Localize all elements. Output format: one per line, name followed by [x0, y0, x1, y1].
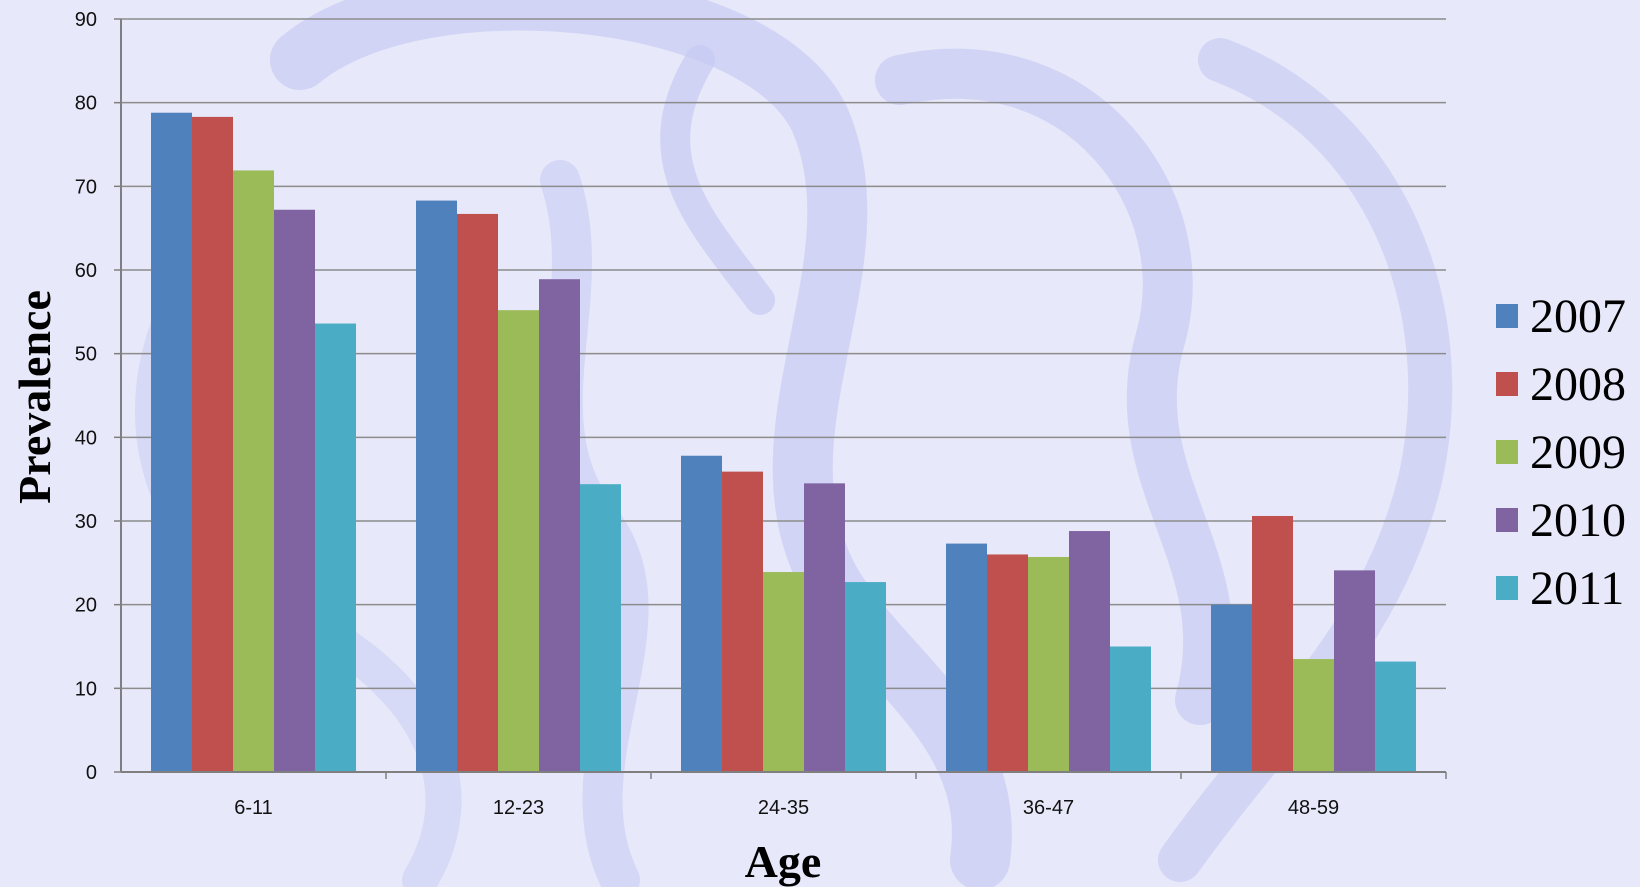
bar-2007-6-11 — [151, 112, 192, 772]
legend-label-2007: 2007 — [1530, 290, 1626, 343]
bar-2008-6-11 — [192, 116, 233, 772]
y-axis-title: Prevalence — [9, 290, 60, 504]
y-tick-label: 0 — [86, 762, 97, 784]
legend: 2007 2008 2009 2010 2011 — [1496, 290, 1626, 615]
bar-2007-48-59 — [1211, 604, 1252, 772]
bar-2011-6-11 — [315, 323, 356, 772]
x-tick-label: 48-59 — [1288, 797, 1339, 819]
bar-2010-36-47 — [1069, 531, 1110, 772]
bar-2010-24-35 — [804, 483, 845, 772]
bar-2010-48-59 — [1334, 570, 1375, 772]
y-tick-label: 30 — [75, 511, 97, 533]
y-tick-label: 40 — [75, 427, 97, 449]
x-axis-title: Age — [745, 836, 822, 887]
y-axis-ticks: 0 10 20 30 40 50 60 70 80 90 — [75, 9, 121, 784]
bar-2009-6-11 — [233, 170, 274, 773]
legend-swatch-2008 — [1496, 372, 1518, 396]
legend-label-2008: 2008 — [1530, 358, 1626, 411]
bar-2011-48-59 — [1375, 661, 1416, 772]
bars-group — [151, 112, 1416, 773]
legend-label-2011: 2011 — [1530, 562, 1624, 615]
legend-swatch-2010 — [1496, 508, 1518, 532]
x-tick-label: 12-23 — [493, 797, 544, 819]
legend-label-2009: 2009 — [1530, 426, 1626, 479]
bar-2007-24-35 — [681, 455, 722, 772]
x-tick-label: 36-47 — [1023, 797, 1074, 819]
y-tick-label: 10 — [75, 678, 97, 700]
x-tick-label: 6-11 — [234, 797, 273, 819]
y-tick-label: 70 — [75, 176, 97, 198]
x-axis-ticks: 6-11 12-23 24-35 36-47 48-59 — [234, 772, 1447, 819]
bar-2009-12-23 — [498, 310, 539, 772]
bar-2007-36-47 — [946, 543, 987, 772]
bar-2011-36-47 — [1110, 646, 1151, 772]
x-tick-label: 24-35 — [758, 797, 809, 819]
legend-swatch-2009 — [1496, 440, 1518, 464]
bar-2008-48-59 — [1252, 515, 1293, 772]
bar-2009-36-47 — [1028, 556, 1069, 772]
legend-swatch-2011 — [1496, 576, 1518, 600]
y-tick-label: 50 — [75, 344, 97, 366]
bar-2011-24-35 — [845, 582, 886, 772]
bar-2009-24-35 — [763, 572, 804, 772]
y-tick-label: 20 — [75, 595, 97, 617]
legend-swatch-2007 — [1496, 304, 1518, 328]
bar-2008-12-23 — [457, 213, 498, 772]
bar-2011-12-23 — [580, 484, 621, 772]
y-tick-label: 80 — [75, 93, 97, 115]
bar-2007-12-23 — [416, 200, 457, 773]
bar-2009-48-59 — [1293, 659, 1334, 772]
y-tick-label: 60 — [75, 260, 97, 282]
bar-2008-24-35 — [722, 471, 763, 772]
bar-2008-36-47 — [987, 554, 1028, 772]
bar-2010-6-11 — [274, 209, 315, 772]
legend-label-2010: 2010 — [1530, 494, 1626, 547]
y-tick-label: 90 — [75, 9, 97, 31]
bar-2010-12-23 — [539, 279, 580, 772]
